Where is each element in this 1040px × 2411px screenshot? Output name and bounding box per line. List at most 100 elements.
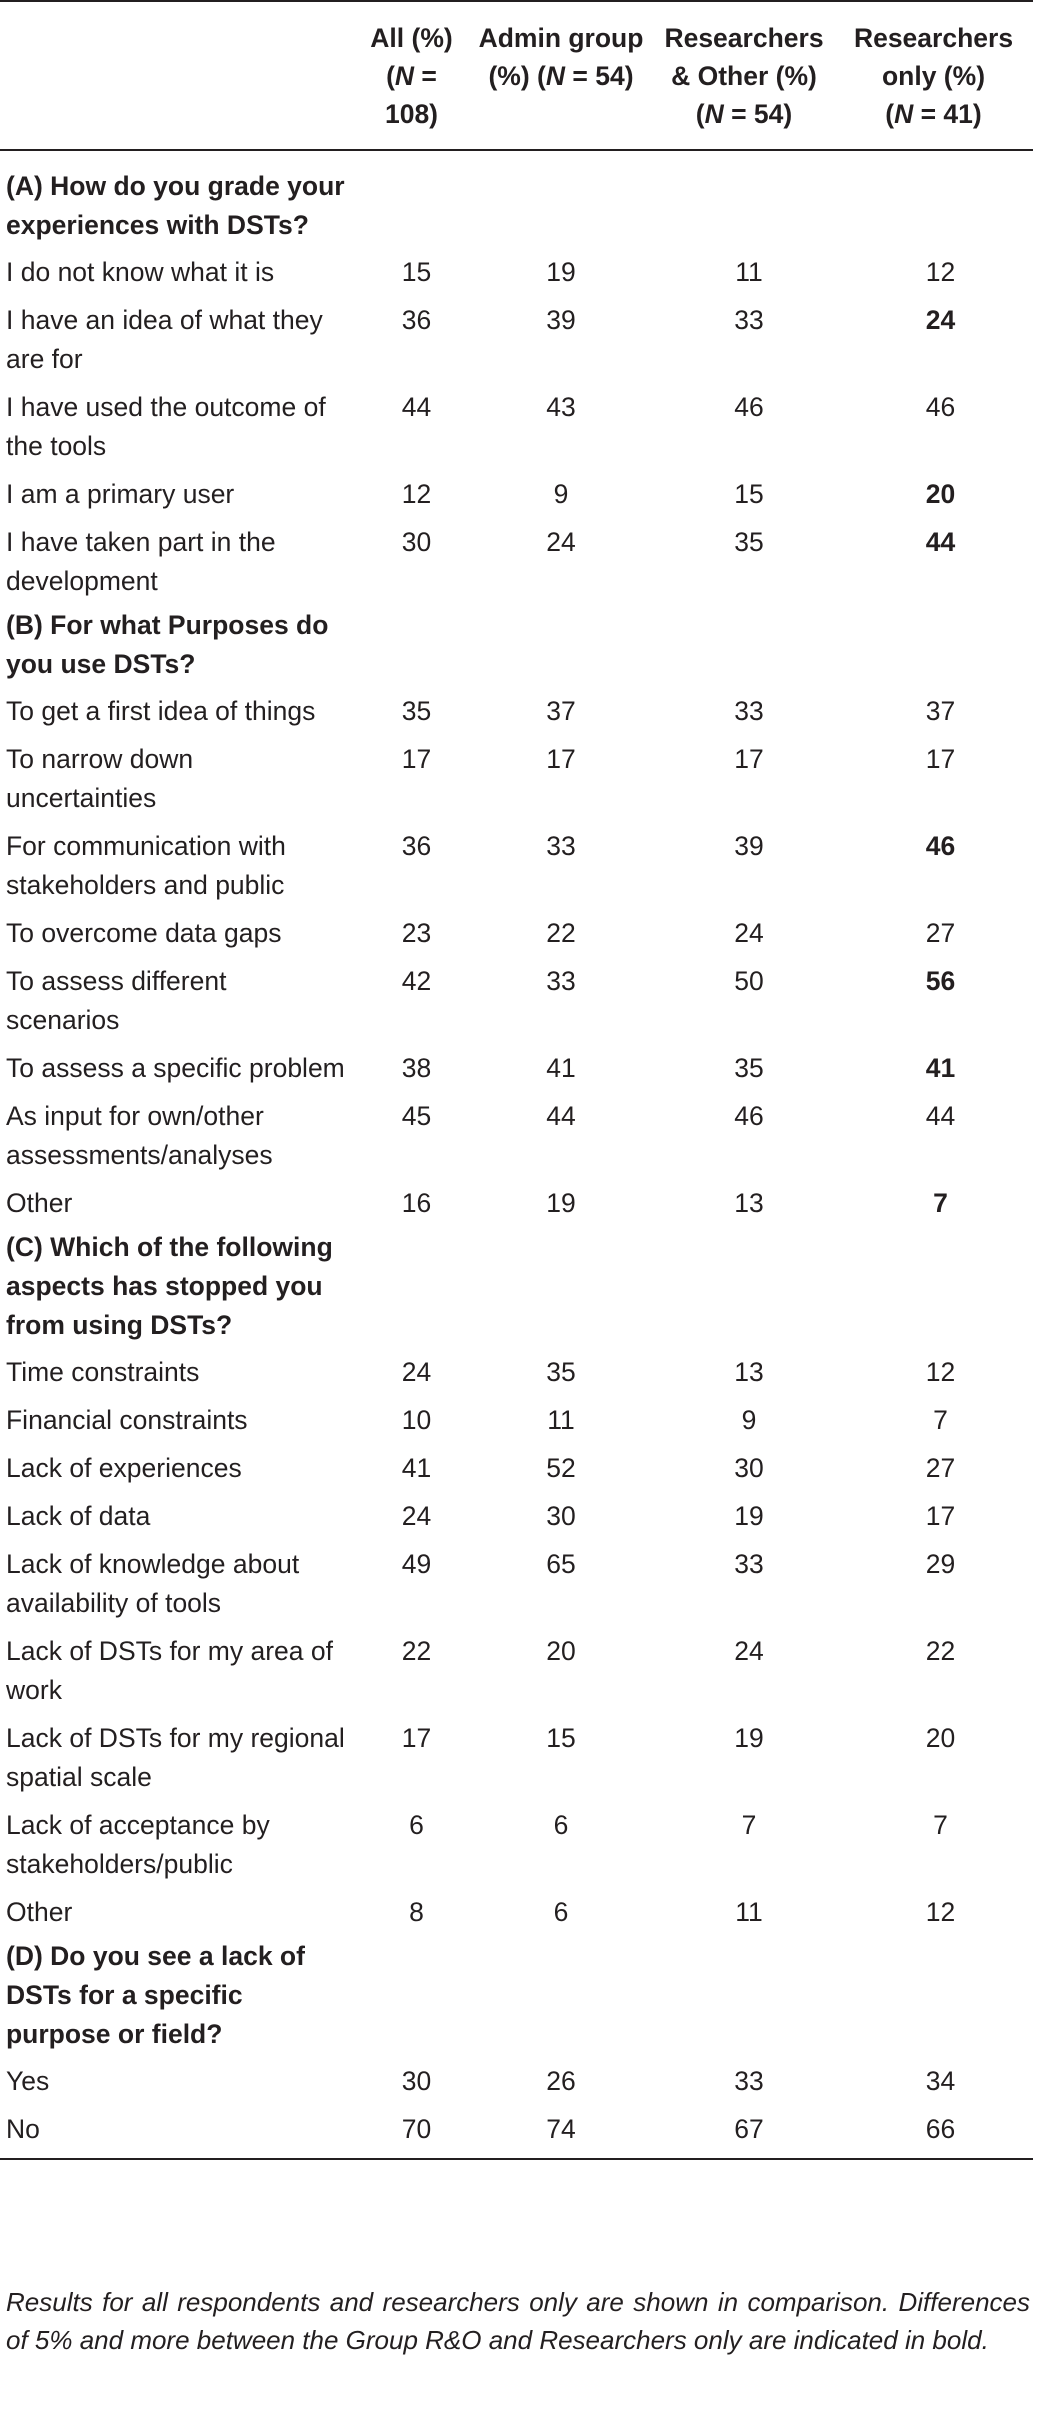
- header-all: All (%) (N = 108): [355, 0, 468, 151]
- table-row: I have an idea of what they are for 36 39 3…: [0, 297, 1033, 384]
- value-cell: 22: [401, 1636, 432, 1666]
- section-header-row: (A) How do you grade your experiences wi…: [0, 150, 1033, 249]
- table-row: Lack of knowledge about availability of …: [0, 1541, 1033, 1628]
- table-row: Lack of experiences 41 52 30 27: [0, 1445, 1033, 1493]
- row-label: I am a primary user: [6, 479, 235, 509]
- value-cell: 11: [547, 1405, 575, 1435]
- empty-cell: [654, 606, 834, 688]
- value-cell: 34: [925, 2066, 956, 2096]
- row-label: Financial constraints: [6, 1405, 248, 1435]
- row-label: Lack of data: [6, 1501, 151, 1531]
- value-cell: 6: [409, 1810, 424, 1840]
- row-label: Other: [6, 1188, 73, 1218]
- empty-cell: [654, 1937, 834, 2058]
- survey-results-table: All (%) (N = 108) Admin group (%) (N = 5…: [0, 0, 1033, 2160]
- value-cell: 44: [925, 1101, 956, 1131]
- value-cell: 24: [925, 305, 956, 335]
- table-row: To assess different scenarios 42 33 50 56: [0, 958, 1033, 1045]
- value-cell: 12: [401, 479, 432, 509]
- value-cell: 17: [925, 744, 956, 774]
- row-label: Lack of DSTs for my area of work: [6, 1636, 333, 1705]
- value-cell: 6: [553, 1897, 569, 1927]
- table-row: I have used the outcome of the tools 44 43…: [0, 384, 1033, 471]
- table-row: Lack of DSTs for my regional spatial sca…: [0, 1715, 1033, 1802]
- value-cell: 35: [734, 527, 764, 557]
- table-row: Other 8 6 11 12: [0, 1889, 1033, 1937]
- section-title: (D) Do you see a lack of DSTs for a spec…: [6, 1941, 305, 2049]
- row-label: To narrow down uncertainties: [6, 744, 194, 813]
- value-cell: 46: [925, 831, 956, 861]
- row-label: To get a first idea of things: [6, 696, 316, 726]
- value-cell: 30: [401, 2066, 432, 2096]
- table-footnote: Results for all respondents and research…: [6, 2287, 1030, 2355]
- table-row: Lack of DSTs for my area of work 22 20 24 22: [0, 1628, 1033, 1715]
- empty-cell: [468, 150, 654, 249]
- section-title: (B) For what Purposes do you use DSTs?: [6, 610, 329, 679]
- value-cell: 36: [401, 831, 432, 861]
- table-row: Time constraints 24 35 13 12: [0, 1349, 1033, 1397]
- value-cell: 11: [735, 1897, 763, 1927]
- value-cell: 52: [546, 1453, 576, 1483]
- table-row: To assess a specific problem 38 41 35 41: [0, 1045, 1033, 1093]
- value-cell: 24: [734, 918, 764, 948]
- value-cell: 35: [734, 1053, 764, 1083]
- value-cell: 24: [401, 1501, 432, 1531]
- value-cell: 35: [401, 696, 432, 726]
- empty-cell: [355, 1228, 468, 1349]
- value-cell: 33: [546, 831, 576, 861]
- section-title: (C) Which of the following aspects has s…: [6, 1232, 333, 1340]
- value-cell: 36: [401, 305, 432, 335]
- value-cell: 9: [553, 479, 569, 509]
- row-label: Lack of knowledge about availability of …: [6, 1549, 300, 1618]
- value-cell: 44: [401, 392, 432, 422]
- row-label: Lack of DSTs for my regional spatial sca…: [6, 1723, 345, 1792]
- value-cell: 6: [553, 1810, 569, 1840]
- value-cell: 66: [834, 2106, 1033, 2160]
- value-cell: 65: [546, 1549, 576, 1579]
- value-cell: 30: [734, 1453, 764, 1483]
- value-cell: 19: [734, 1501, 764, 1531]
- value-cell: 37: [546, 696, 576, 726]
- empty-cell: [834, 606, 1033, 688]
- value-cell: 7: [933, 1810, 948, 1840]
- row-label: Yes: [6, 2066, 50, 2096]
- value-cell: 8: [409, 1897, 424, 1927]
- value-cell: 22: [546, 918, 576, 948]
- value-cell: 29: [925, 1549, 956, 1579]
- value-cell: 23: [401, 918, 432, 948]
- value-cell: 19: [546, 257, 576, 287]
- table-row: For communication with stakeholders and …: [0, 823, 1033, 910]
- value-cell: 70: [355, 2106, 468, 2160]
- table-row: I do not know what it is 15 19 11 12: [0, 249, 1033, 297]
- value-cell: 37: [925, 696, 956, 726]
- section-title: (A) How do you grade your experiences wi…: [6, 171, 345, 240]
- table-row: Financial constraints 10 11 9 7: [0, 1397, 1033, 1445]
- table-row: I am a primary user 12 9 15 20: [0, 471, 1033, 519]
- value-cell: 20: [925, 1723, 956, 1753]
- empty-cell: [355, 1937, 468, 2058]
- row-label: I have an idea of what they are for: [6, 305, 323, 374]
- empty-cell: [654, 150, 834, 249]
- row-label: Lack of experiences: [6, 1453, 242, 1483]
- row-label: For communication with stakeholders and …: [6, 831, 286, 900]
- value-cell: 16: [401, 1188, 432, 1218]
- value-cell: 24: [546, 527, 576, 557]
- header-label-column: [0, 0, 355, 151]
- value-cell: 41: [546, 1053, 576, 1083]
- empty-cell: [468, 1937, 654, 2058]
- value-cell: 45: [401, 1101, 432, 1131]
- row-label: Lack of acceptance by stakeholders/publi…: [6, 1810, 270, 1879]
- section-header-row: (D) Do you see a lack of DSTs for a spec…: [0, 1937, 1033, 2058]
- header-admin-group: Admin group (%) (N = 54): [468, 0, 654, 151]
- table-header: All (%) (N = 108) Admin group (%) (N = 5…: [0, 0, 1033, 151]
- header-researchers-only: Researchers only (%) (N = 41): [834, 0, 1033, 151]
- row-label: As input for own/other assessments/analy…: [6, 1101, 273, 1170]
- row-label: I have used the outcome of the tools: [6, 392, 326, 461]
- value-cell: 56: [925, 966, 956, 996]
- value-cell: 17: [546, 744, 576, 774]
- value-cell: 39: [546, 305, 576, 335]
- value-cell: 19: [734, 1723, 764, 1753]
- table-body: (A) How do you grade your experiences wi…: [0, 150, 1033, 2160]
- table-row: Other 16 19 13 7: [0, 1180, 1033, 1228]
